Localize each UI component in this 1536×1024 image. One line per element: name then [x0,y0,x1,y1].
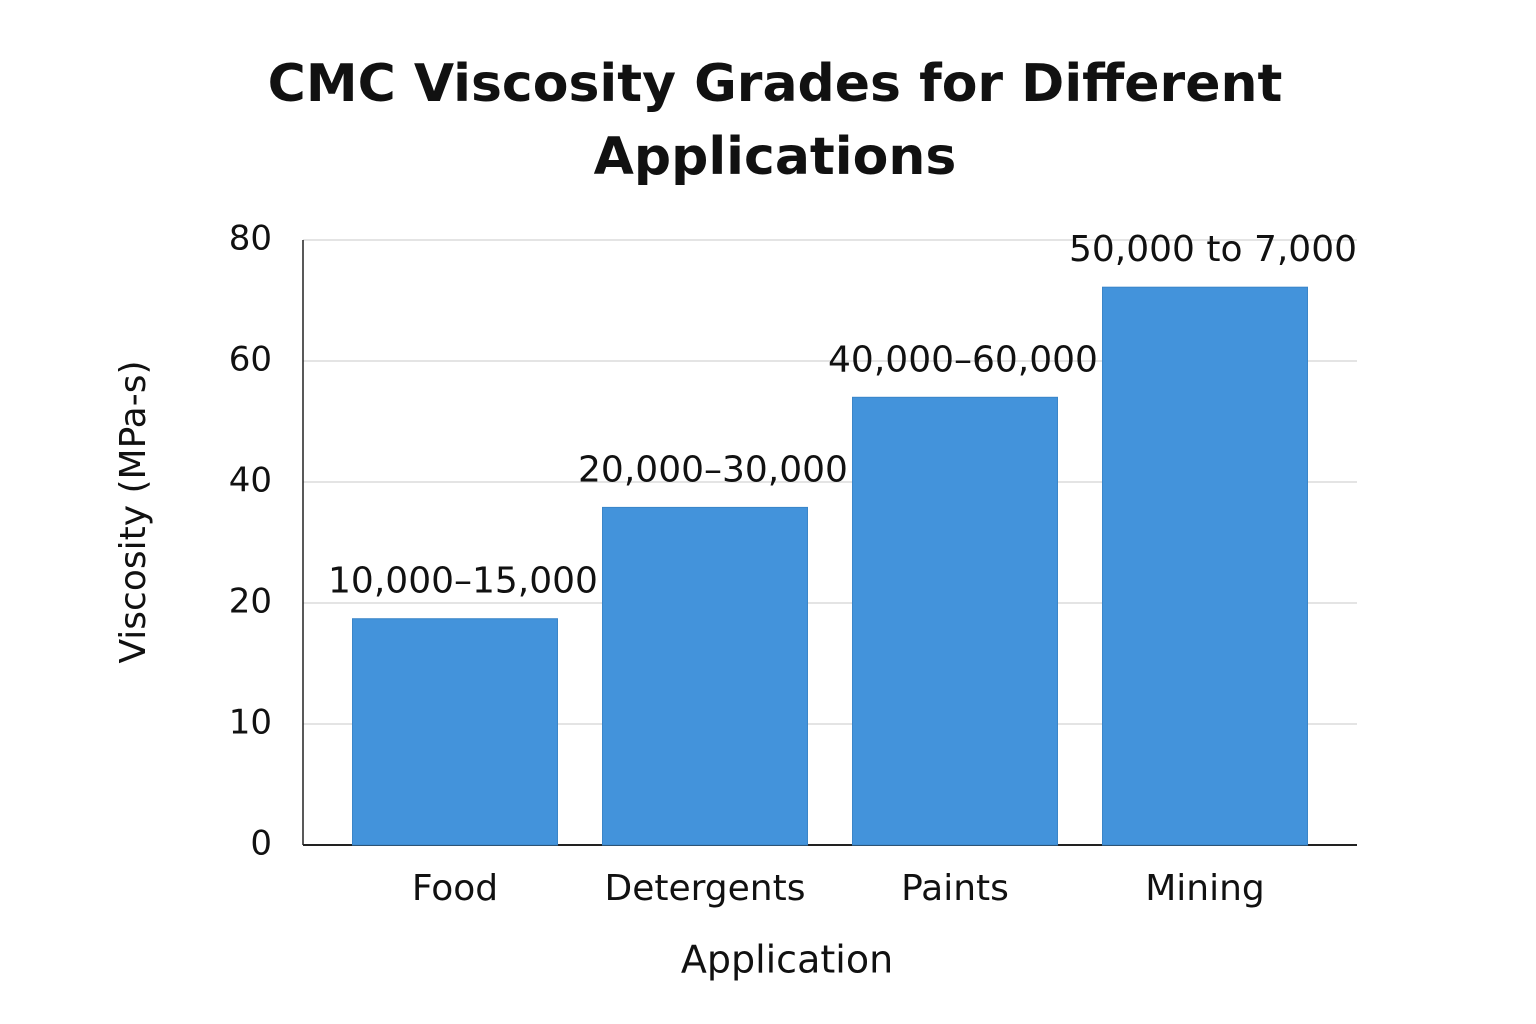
bar [602,506,808,846]
bar [1102,286,1308,846]
x-tick-label: Paints [901,868,1009,909]
x-axis-label: Application [681,938,893,982]
chart-title: CMC Viscosity Grades for Different Appli… [267,54,1283,187]
y-tick-label: 10 [229,703,272,743]
y-tick-label: 80 [229,219,272,259]
y-tick-label: 60 [229,340,272,380]
x-tick-label: Food [412,868,498,909]
y-tick-label: 40 [229,461,272,501]
y-tick-label: 20 [229,582,272,622]
y-axis-label: Viscosity (MPa-s) [113,360,154,663]
bar-annotation: 40,000–60,000 [828,339,1098,380]
y-tick-label: 0 [250,824,272,864]
bar [852,396,1058,846]
bar-annotation: 50,000 to 7,000 [1069,229,1357,270]
bar [352,618,558,846]
x-tick-label: Detergents [605,868,806,909]
x-tick-label: Mining [1145,868,1265,909]
bar-annotation: 10,000–15,000 [328,561,598,602]
bar-annotation: 20,000–30,000 [578,449,848,490]
